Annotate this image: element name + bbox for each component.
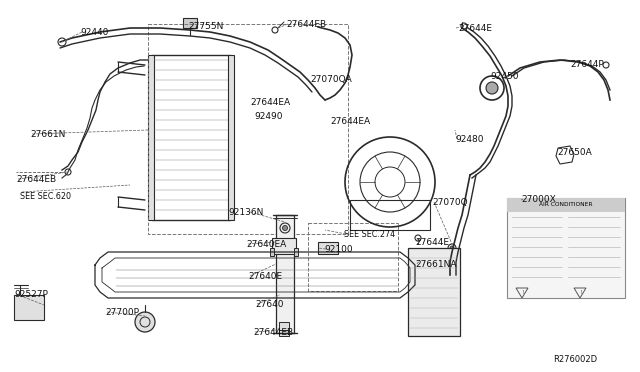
Text: 27644EB: 27644EB bbox=[253, 328, 293, 337]
Text: R276002D: R276002D bbox=[553, 355, 597, 364]
Text: 27640: 27640 bbox=[255, 300, 284, 309]
Text: 92136N: 92136N bbox=[228, 208, 264, 217]
Text: 92527P: 92527P bbox=[14, 290, 48, 299]
Text: 27644EA: 27644EA bbox=[330, 117, 370, 126]
Text: !: ! bbox=[521, 289, 524, 295]
Text: 27640E: 27640E bbox=[248, 272, 282, 281]
Text: 27000X: 27000X bbox=[521, 195, 556, 204]
Bar bbox=[276, 215, 294, 333]
Text: 27644E: 27644E bbox=[415, 238, 449, 247]
Text: 27640EA: 27640EA bbox=[246, 240, 286, 249]
Bar bbox=[279, 330, 289, 336]
Text: AIR CONDITIONER: AIR CONDITIONER bbox=[540, 202, 593, 208]
Bar bbox=[228, 55, 234, 220]
Text: SEE SEC.274: SEE SEC.274 bbox=[344, 230, 395, 239]
Circle shape bbox=[282, 225, 287, 231]
Text: 27644P: 27644P bbox=[570, 60, 604, 69]
Text: 92490: 92490 bbox=[254, 112, 282, 121]
Text: 92450: 92450 bbox=[490, 72, 518, 81]
Bar bbox=[507, 198, 625, 212]
Bar bbox=[318, 242, 338, 254]
Text: 27644EB: 27644EB bbox=[16, 175, 56, 184]
Circle shape bbox=[135, 312, 155, 332]
Bar bbox=[408, 248, 460, 336]
Text: 27644E: 27644E bbox=[458, 24, 492, 33]
Text: 92100: 92100 bbox=[324, 245, 353, 254]
Text: 27700P: 27700P bbox=[105, 308, 139, 317]
Bar bbox=[148, 55, 154, 220]
Text: 27644EA: 27644EA bbox=[250, 98, 290, 107]
Text: 27070Q: 27070Q bbox=[432, 198, 468, 207]
Text: 27650A: 27650A bbox=[557, 148, 592, 157]
Bar bbox=[183, 18, 197, 28]
Circle shape bbox=[486, 82, 498, 94]
Text: 27070QA: 27070QA bbox=[310, 75, 352, 84]
Bar bbox=[270, 248, 274, 256]
Bar bbox=[279, 322, 289, 330]
Text: 27644EB: 27644EB bbox=[286, 20, 326, 29]
Bar bbox=[152, 55, 230, 220]
Text: SEE SEC.620: SEE SEC.620 bbox=[20, 192, 71, 201]
Circle shape bbox=[450, 246, 454, 250]
Text: 27661N: 27661N bbox=[30, 130, 65, 139]
Text: 27755N: 27755N bbox=[188, 22, 223, 31]
Bar bbox=[507, 198, 625, 298]
Text: 27661NA: 27661NA bbox=[415, 260, 456, 269]
Text: 92440: 92440 bbox=[80, 28, 108, 37]
Bar bbox=[14, 295, 44, 320]
Bar bbox=[294, 248, 298, 256]
Text: !: ! bbox=[579, 289, 581, 295]
Bar bbox=[308, 223, 398, 291]
Bar bbox=[272, 238, 296, 254]
Bar bbox=[148, 24, 348, 234]
Text: 92480: 92480 bbox=[455, 135, 483, 144]
